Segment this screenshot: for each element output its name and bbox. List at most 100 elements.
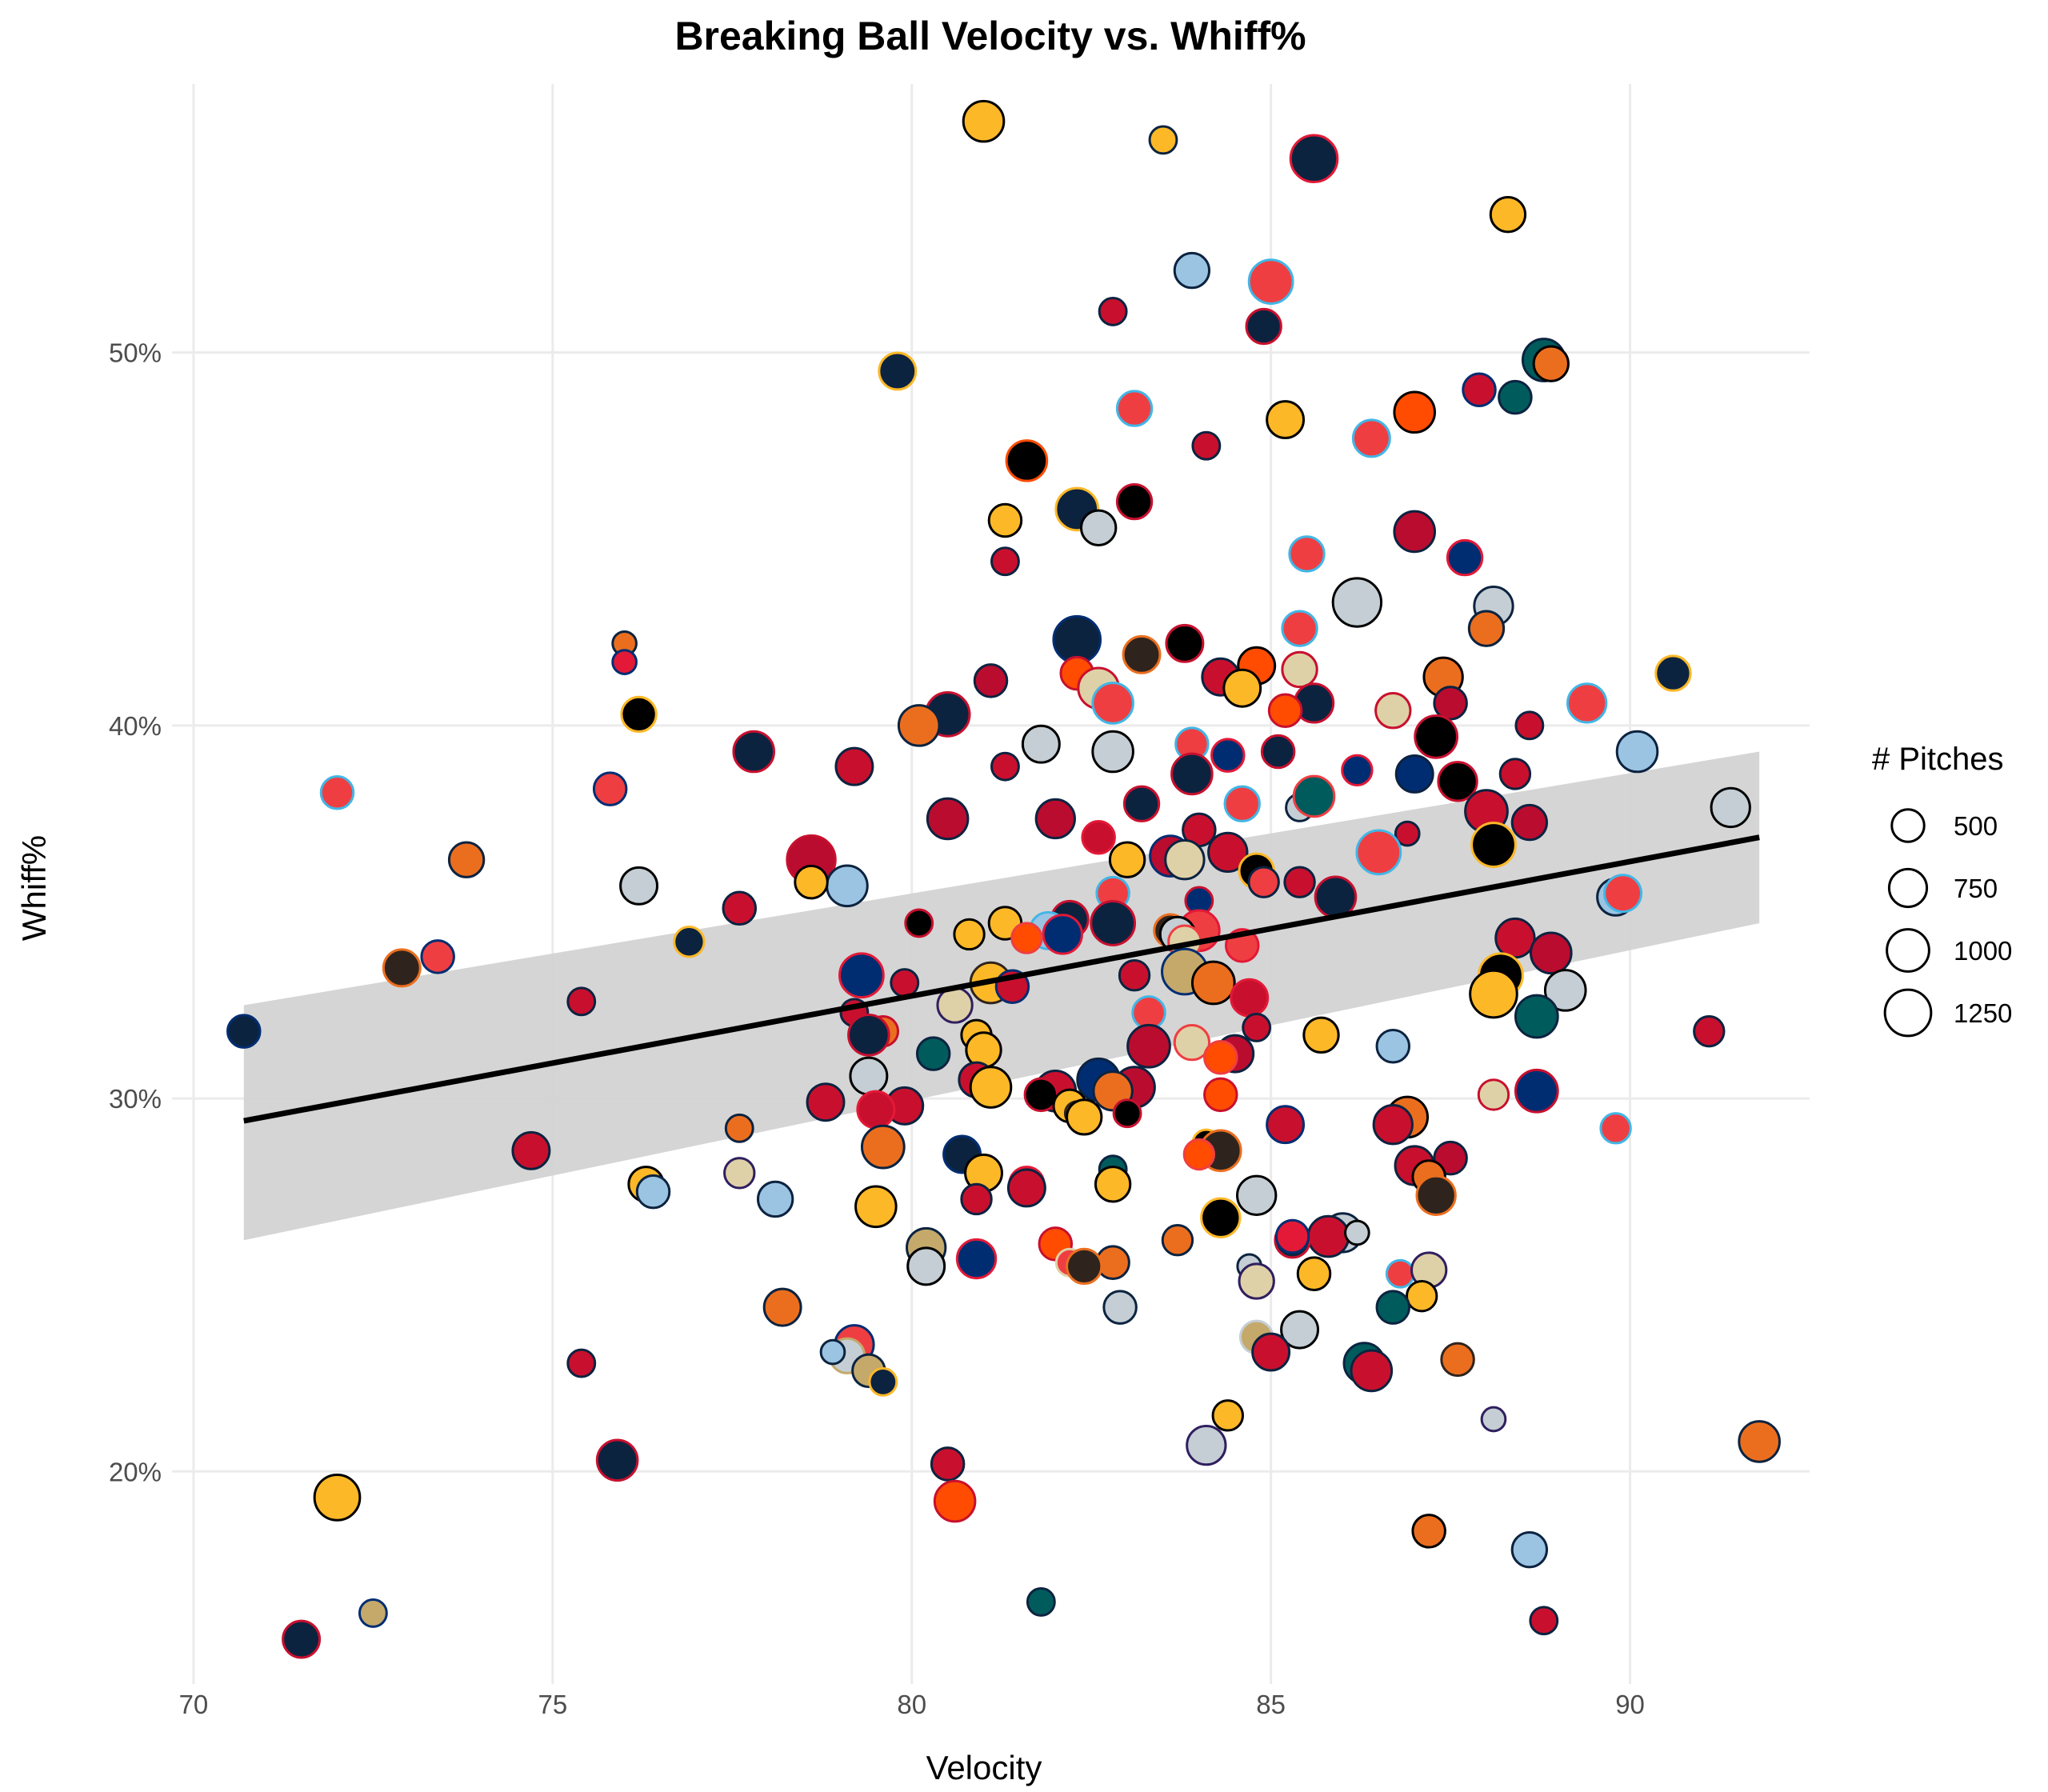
data-point xyxy=(1498,379,1533,415)
data-point xyxy=(1514,710,1545,741)
data-point xyxy=(1446,538,1484,577)
data-point xyxy=(1148,125,1178,155)
data-point xyxy=(1161,1224,1194,1257)
data-point xyxy=(1281,650,1318,689)
data-point xyxy=(722,890,758,926)
data-point xyxy=(1543,969,1587,1012)
data-point xyxy=(1222,668,1262,708)
data-point xyxy=(1080,509,1118,546)
data-point xyxy=(756,1180,794,1218)
data-point xyxy=(1344,1219,1370,1246)
data-point xyxy=(906,1246,946,1286)
data-point xyxy=(1615,730,1659,774)
data-point xyxy=(926,797,970,841)
regression-line xyxy=(243,834,1760,1124)
data-point xyxy=(1115,482,1154,521)
data-point xyxy=(1122,634,1162,674)
data-point xyxy=(1514,994,1559,1039)
data-point xyxy=(1190,960,1236,1006)
data-point xyxy=(1091,730,1134,774)
data-point xyxy=(1170,752,1214,796)
data-point xyxy=(313,1474,362,1522)
data-point xyxy=(595,1438,639,1482)
data-point xyxy=(854,1185,898,1229)
data-point xyxy=(806,1082,846,1122)
data-point xyxy=(826,864,869,908)
data-point xyxy=(1306,1214,1350,1258)
data-point xyxy=(1066,1247,1103,1286)
data-point xyxy=(635,1174,671,1210)
data-point xyxy=(1281,610,1318,647)
data-point xyxy=(1411,1514,1446,1549)
data-point xyxy=(1091,682,1134,725)
data-point xyxy=(1200,1197,1242,1238)
data-point xyxy=(1331,577,1383,628)
data-point xyxy=(319,775,355,810)
data-point xyxy=(1115,390,1154,427)
legend-items: 500 750 1000 1250 xyxy=(1883,808,2012,1038)
x-tick-label: 70 xyxy=(179,1690,209,1719)
data-point xyxy=(1529,1606,1559,1636)
data-point xyxy=(1242,1013,1272,1042)
data-point xyxy=(566,1348,597,1378)
data-point xyxy=(1173,1023,1211,1062)
legend-size-label: 1250 xyxy=(1954,998,2012,1028)
data-point xyxy=(1021,724,1061,764)
data-point xyxy=(878,351,918,391)
x-tick-label: 75 xyxy=(538,1690,567,1719)
data-point xyxy=(936,986,974,1024)
x-axis-ticks: 70 75 80 85 90 xyxy=(179,1690,1645,1719)
data-point xyxy=(904,908,934,938)
data-point xyxy=(1292,774,1336,818)
data-point xyxy=(723,1157,756,1190)
data-point xyxy=(1375,1029,1411,1064)
y-tick-label: 50% xyxy=(109,338,162,368)
x-axis-title: Velocity xyxy=(926,1749,1042,1786)
data-point xyxy=(358,1598,388,1628)
data-point xyxy=(1375,1290,1411,1325)
data-point xyxy=(930,1446,966,1482)
data-point xyxy=(1164,839,1206,881)
data-point xyxy=(762,1287,802,1327)
y-tick-label: 30% xyxy=(109,1084,162,1114)
data-point xyxy=(226,1014,262,1049)
data-point xyxy=(1191,430,1222,461)
data-point xyxy=(1529,931,1573,975)
trend-line xyxy=(243,834,1760,1124)
y-axis-ticks: 20% 30% 40% 50% xyxy=(109,338,162,1487)
data-point xyxy=(511,1130,551,1170)
data-point xyxy=(1010,922,1043,954)
data-point xyxy=(868,1366,898,1397)
x-tick-label: 85 xyxy=(1256,1690,1286,1719)
data-point xyxy=(834,746,874,786)
data-point xyxy=(611,649,638,675)
data-point xyxy=(1267,693,1303,728)
x-tick-label: 80 xyxy=(897,1690,926,1719)
data-point xyxy=(962,99,1006,143)
data-point xyxy=(1385,1258,1415,1289)
data-point xyxy=(1042,914,1083,955)
data-point xyxy=(1098,296,1128,326)
data-point xyxy=(1112,1098,1142,1129)
data-point xyxy=(382,948,422,988)
data-point xyxy=(1247,258,1294,305)
data-point xyxy=(1266,1105,1306,1145)
data-point xyxy=(1186,1424,1227,1466)
data-point xyxy=(794,864,829,900)
data-point xyxy=(1108,841,1146,878)
data-point xyxy=(838,952,885,999)
data-point xyxy=(1302,1016,1340,1054)
data-point xyxy=(1498,758,1532,790)
legend-title: # Pitches xyxy=(1872,742,2004,777)
data-point xyxy=(1405,1279,1438,1313)
data-point xyxy=(1566,682,1608,724)
data-point xyxy=(955,1238,998,1280)
data-point xyxy=(1207,831,1249,874)
data-point xyxy=(1211,1399,1244,1432)
data-point xyxy=(1266,400,1306,440)
chart-title: Breaking Ball Velocity vs. Whiff% xyxy=(674,14,1306,58)
data-point xyxy=(1394,754,1434,794)
data-point xyxy=(1467,610,1506,647)
